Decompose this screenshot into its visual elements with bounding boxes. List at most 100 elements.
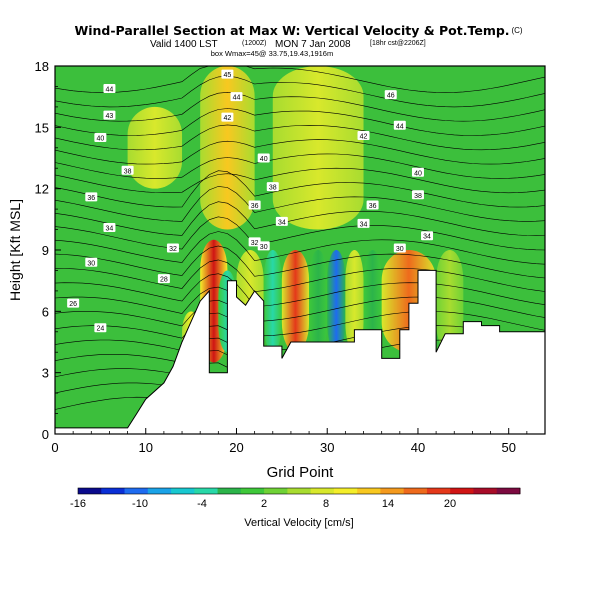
- contour-label: 34: [275, 216, 288, 226]
- x-tick-label: 0: [51, 440, 58, 455]
- colorbar-tick-label: -16: [70, 498, 86, 510]
- svg-text:45: 45: [224, 72, 232, 79]
- velocity-cell: [327, 250, 346, 353]
- y-tick-label: 12: [35, 182, 49, 197]
- svg-text:44: 44: [233, 95, 241, 102]
- theta-contour-labels: 44 45 44 46 43 42 44 40 42 40 38 40 38 36 38 36 36 34 34 34…: [67, 69, 434, 333]
- contour-label: 40: [411, 167, 424, 177]
- svg-text:30: 30: [260, 244, 268, 251]
- svg-text:34: 34: [106, 226, 114, 233]
- svg-text:28: 28: [160, 277, 168, 284]
- contour-label: 46: [384, 90, 397, 100]
- svg-text:44: 44: [396, 123, 404, 130]
- contour-label: 40: [94, 133, 107, 143]
- colorbar-segment: [380, 488, 405, 494]
- contour-label: 36: [248, 200, 261, 210]
- svg-text:42: 42: [224, 115, 232, 122]
- contour-label: 30: [257, 241, 270, 251]
- svg-text:38: 38: [414, 193, 422, 200]
- colorbar-segment: [496, 488, 521, 494]
- box-wmax-text: box Wmax=45@ 33.75,19.43,1916m: [211, 49, 333, 58]
- x-tick-label: 30: [320, 440, 334, 455]
- theta-contour-line: [55, 201, 545, 237]
- svg-text:40: 40: [96, 136, 104, 143]
- contour-label: 34: [103, 223, 116, 233]
- velocity-cell: [345, 250, 364, 353]
- svg-text:30: 30: [396, 246, 404, 253]
- x-axis-label: Grid Point: [267, 464, 335, 481]
- svg-text:44: 44: [106, 86, 114, 93]
- contour-label: 28: [157, 274, 170, 284]
- y-tick-label: 15: [35, 120, 49, 135]
- theta-contour-line: [55, 259, 545, 293]
- valid-time-text: Valid 1400 LST: [150, 39, 218, 50]
- svg-text:42: 42: [360, 134, 368, 141]
- colorbar-tick-label: 2: [261, 498, 267, 510]
- colorbar-tick-label: 8: [323, 498, 329, 510]
- theta-contour-line: [55, 91, 545, 122]
- contour-label: 30: [393, 243, 406, 253]
- x-tick-label: 40: [411, 440, 425, 455]
- colorbar-segment: [426, 488, 451, 494]
- contour-label: 32: [248, 237, 261, 247]
- contour-label: 26: [67, 298, 80, 308]
- theta-contour-line: [55, 273, 545, 308]
- chart-title: Wind-Parallel Section at Max W: Vertical…: [74, 23, 509, 38]
- contour-label: 40: [257, 153, 270, 163]
- colorbar-segment: [78, 488, 102, 494]
- contour-label: 38: [266, 182, 279, 192]
- y-tick-label: 6: [42, 304, 49, 319]
- contour-label: 32: [166, 243, 179, 253]
- svg-text:34: 34: [423, 234, 431, 241]
- velocity-cell: [127, 106, 183, 189]
- y-tick-label: 3: [42, 366, 49, 381]
- colorbar-segment: [124, 488, 149, 494]
- colorbar-segment: [217, 488, 242, 494]
- colorbar-segment: [333, 488, 358, 494]
- x-tick-label: 20: [229, 440, 243, 455]
- theta-contour-line: [55, 139, 545, 165]
- svg-text:43: 43: [106, 113, 114, 120]
- svg-text:38: 38: [124, 168, 132, 175]
- contour-label: 42: [357, 131, 370, 141]
- svg-text:26: 26: [69, 301, 77, 308]
- contour-label: 44: [393, 120, 406, 130]
- velocity-cell: [272, 66, 364, 230]
- theta-contour-line: [55, 153, 545, 179]
- colorbar-segment: [450, 488, 474, 494]
- velocity-cells: [127, 66, 464, 373]
- contour-label: 34: [421, 231, 434, 241]
- contour-label: 30: [85, 257, 98, 267]
- theta-contour-line: [55, 245, 545, 279]
- colorbar-tick-label: 14: [382, 498, 394, 510]
- theta-contour-line: [55, 66, 545, 93]
- theta-contour-line: [55, 216, 545, 251]
- date-text: MON 7 Jan 2008: [275, 39, 351, 50]
- svg-text:30: 30: [87, 260, 95, 267]
- colorbar-tick-label: -4: [197, 498, 207, 510]
- theta-contour-line: [55, 231, 545, 265]
- svg-text:34: 34: [360, 221, 368, 228]
- contour-label: 36: [85, 192, 98, 202]
- contour-label: 24: [94, 323, 107, 333]
- svg-text:36: 36: [251, 203, 259, 210]
- colorbar-segment: [473, 488, 498, 494]
- svg-text:32: 32: [251, 240, 259, 247]
- colorbar-segment: [147, 488, 172, 494]
- contour-label: 44: [103, 83, 116, 93]
- colorbar-tick-label: 20: [444, 498, 456, 510]
- colorbar-segment: [101, 488, 126, 494]
- svg-text:24: 24: [96, 326, 104, 333]
- theta-contour-line: [55, 75, 545, 108]
- x-tick-label: 50: [501, 440, 515, 455]
- contour-label: 38: [121, 165, 134, 175]
- x-tick-label: 10: [139, 440, 153, 455]
- svg-text:32: 32: [169, 246, 177, 253]
- colorbar-segment: [287, 488, 312, 494]
- plot-area: 44 45 44 46 43 42 44 40 42 40 38 40 38 36 38 36 36 34 34 34…: [55, 66, 545, 434]
- contour-label: 34: [357, 218, 370, 228]
- theta-contour-line: [55, 124, 545, 151]
- contour-label: 38: [411, 190, 424, 200]
- forecast-hour-text: [18hr cst@2206Z]: [370, 40, 426, 47]
